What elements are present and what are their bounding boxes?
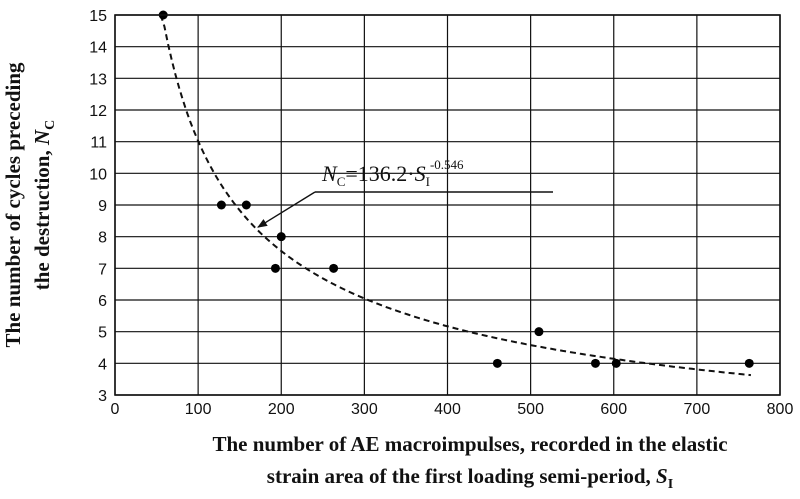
x-tick-label: 100 — [185, 401, 212, 418]
x-tick-labels: 0 100 200 300 400 500 600 700 800 — [111, 401, 794, 418]
x-tick-label: 400 — [434, 401, 461, 418]
y-tick-labels: 3 4 5 6 7 8 9 10 11 12 13 14 15 — [89, 8, 107, 405]
data-point — [216, 200, 226, 210]
x-axis-title-line1: The number of AE macroimpulses, recorded… — [212, 432, 727, 456]
y-axis-var: N — [30, 129, 54, 146]
y-tick-label: 8 — [98, 230, 107, 247]
data-point — [276, 232, 286, 242]
fit-curve — [159, 14, 752, 377]
y-tick-label: 7 — [98, 261, 107, 278]
x-tick-label: 0 — [111, 401, 120, 418]
x-axis-var-sub: I — [668, 477, 673, 492]
y-tick-label: 15 — [89, 8, 107, 25]
x-tick-label: 200 — [268, 401, 295, 418]
y-tick-label: 3 — [98, 388, 107, 405]
y-tick-label: 9 — [98, 198, 107, 215]
y-axis-title-prefix: the destruction, — [30, 145, 54, 290]
equation-annotation: NC=136.2·SI-0.546 — [257, 157, 553, 228]
y-tick-label: 6 — [98, 293, 107, 310]
x-axis-title-line2: strain area of the first loading semi-pe… — [267, 464, 673, 492]
data-point — [270, 263, 280, 273]
x-axis-var: S — [656, 464, 668, 488]
x-tick-label: 800 — [767, 401, 794, 418]
y-tick-label: 5 — [98, 325, 107, 342]
data-point — [241, 200, 251, 210]
y-axis-title-line1: The number of cycles preceding — [1, 62, 25, 348]
x-tick-label: 300 — [351, 401, 378, 418]
data-points — [158, 10, 754, 368]
equation-text: NC=136.2·SI-0.546 — [321, 157, 464, 189]
grid-lines — [114, 14, 781, 396]
data-point — [590, 358, 600, 368]
x-tick-label: 600 — [600, 401, 627, 418]
y-tick-label: 12 — [89, 103, 107, 120]
y-tick-label: 11 — [90, 135, 107, 152]
x-tick-label: 500 — [517, 401, 544, 418]
eq-lhs-sub: C — [337, 174, 346, 189]
y-axis-var-sub: C — [43, 120, 58, 130]
data-point — [492, 358, 502, 368]
fit-curve-layer — [159, 14, 752, 377]
y-tick-label: 14 — [89, 40, 107, 57]
plot-frame — [114, 14, 781, 396]
equation-arrow — [257, 191, 316, 228]
eq-exponent: -0.546 — [430, 157, 464, 172]
y-tick-label: 10 — [89, 166, 107, 183]
eq-rhs-var: S — [415, 161, 426, 186]
eq-lhs-var: N — [321, 161, 338, 186]
y-tick-label: 13 — [89, 71, 107, 88]
data-point — [329, 263, 339, 273]
x-tick-label: 700 — [684, 401, 711, 418]
y-tick-label: 4 — [98, 356, 107, 373]
data-point — [534, 327, 544, 337]
x-axis-title-prefix: strain area of the first loading semi-pe… — [267, 464, 656, 488]
data-point — [611, 358, 621, 368]
y-axis-title-line2: the destruction, NC — [30, 120, 58, 291]
data-point — [744, 358, 754, 368]
eq-rhs-sub: I — [426, 174, 430, 189]
eq-body: =136.2· — [345, 161, 414, 186]
